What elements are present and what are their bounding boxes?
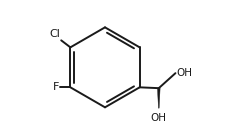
Text: OH: OH	[151, 113, 167, 123]
Polygon shape	[157, 88, 160, 108]
Text: F: F	[53, 82, 59, 92]
Text: OH: OH	[176, 68, 192, 78]
Text: Cl: Cl	[49, 29, 60, 39]
